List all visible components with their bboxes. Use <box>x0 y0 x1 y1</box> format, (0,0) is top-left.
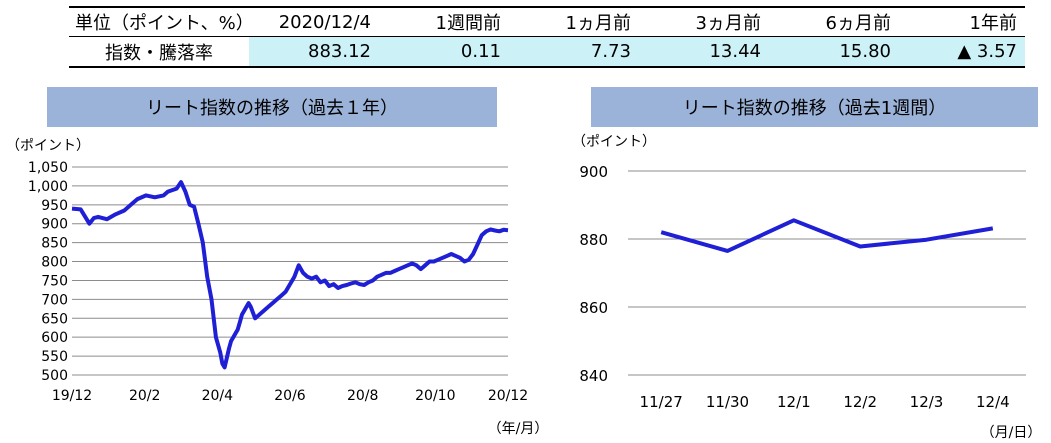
chart1-ytick-label: 850 <box>41 236 68 252</box>
value-index: 883.12 <box>249 37 379 66</box>
chart2-xtick-label: 12/4 <box>976 393 1010 411</box>
chart1-xlabel: （年/月） <box>488 421 549 437</box>
chart1-ytick-label: 550 <box>41 349 68 365</box>
value-3month: 13.44 <box>639 37 769 66</box>
header-6month: 6ヵ月前 <box>825 13 891 34</box>
chart2-xtick-label: 12/2 <box>843 393 877 411</box>
chart1-xtick-label: 19/12 <box>52 388 92 404</box>
chart1-xtick-label: 20/10 <box>415 388 455 404</box>
chart2-xtick-label: 12/3 <box>910 393 944 411</box>
row-label: 指数・騰落率 <box>105 42 213 64</box>
chart2-xlabel: （月/日） <box>981 425 1042 441</box>
table-header-row: 単位（ポイント、%） 2020/12/4 1週間前 1ヵ月前 3ヵ月前 6ヵ月前… <box>69 6 1025 37</box>
chart1-ytick-label: 1,000 <box>28 179 68 195</box>
header-unit: 単位（ポイント、%） <box>75 13 254 34</box>
chart2-xtick-label: 11/27 <box>640 393 683 411</box>
chart1-ytick-label: 750 <box>41 273 68 289</box>
value-1week: 0.11 <box>379 37 509 66</box>
chart1-ylabel: （ポイント） <box>6 138 90 154</box>
chart2-ytick-label: 840 <box>579 367 608 385</box>
summary-table: 単位（ポイント、%） 2020/12/4 1週間前 1ヵ月前 3ヵ月前 6ヵ月前… <box>69 6 1025 68</box>
chart2-ytick-label: 880 <box>579 231 608 249</box>
chart1-xtick-label: 20/4 <box>202 388 234 404</box>
chart2-series-line <box>660 218 994 253</box>
chart1-series-line <box>71 180 509 370</box>
chart1-ytick-label: 600 <box>41 330 68 346</box>
header-1week: 1週間前 <box>435 13 501 34</box>
table-data-row: 指数・騰落率 883.12 0.11 7.73 13.44 15.80 ▲ 3.… <box>69 37 1025 68</box>
chart1-ytick-label: 700 <box>41 292 68 308</box>
header-3month: 3ヵ月前 <box>695 13 761 34</box>
chart1-title: リート指数の推移（過去１年） <box>47 87 497 127</box>
header-date: 2020/12/4 <box>278 11 371 33</box>
chart-1week: （ポイント） 840 860 880 900 11/27 11/30 12/1 12/2 12/3… <box>572 134 1042 441</box>
chart1-xtick-label: 20/6 <box>274 388 306 404</box>
header-1month: 1ヵ月前 <box>565 13 631 34</box>
value-6month: 15.80 <box>769 37 899 66</box>
chart1-xtick-label: 20/2 <box>129 388 160 404</box>
chart2-title: リート指数の推移（過去1週間） <box>591 87 1038 127</box>
chart-1year: （ポイント） 500 550 600 650 700 750 800 850 900 950 1,00… <box>6 138 549 437</box>
chart1-ytick-label: 950 <box>41 198 68 214</box>
chart1-ytick-label: 1,050 <box>28 160 68 176</box>
value-1year: ▲ 3.57 <box>899 37 1025 66</box>
chart1-xtick-label: 20/8 <box>347 388 378 404</box>
chart2-ytick-label: 860 <box>579 299 608 317</box>
chart2-xtick-label: 11/30 <box>706 393 749 411</box>
value-1month: 7.73 <box>509 37 639 66</box>
chart1-ytick-label: 500 <box>41 368 68 384</box>
chart1-xtick-label: 20/12 <box>488 388 528 404</box>
chart1-ytick-label: 650 <box>41 311 68 327</box>
chart1-ytick-label: 800 <box>41 255 68 271</box>
header-1year: 1年前 <box>969 13 1017 34</box>
chart2-xtick-label: 12/1 <box>777 393 811 411</box>
chart2-ytick-label: 900 <box>579 163 608 181</box>
chart2-ylabel: （ポイント） <box>572 134 656 150</box>
chart1-ytick-label: 900 <box>41 217 68 233</box>
